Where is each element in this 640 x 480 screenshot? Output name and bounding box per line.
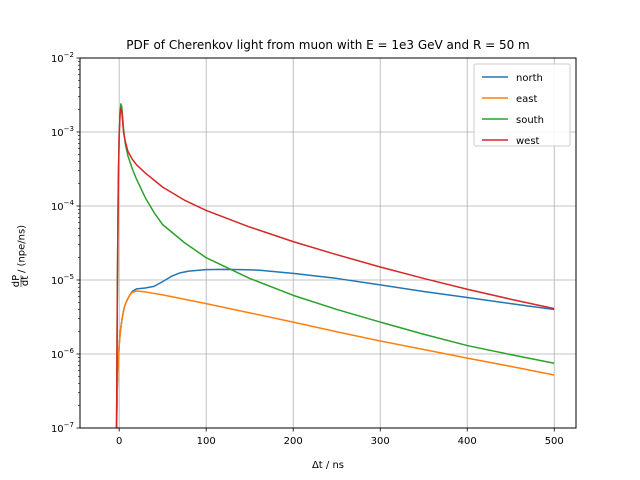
y-tick-label: 10−3 — [51, 125, 74, 139]
x-tick-label: 400 — [458, 436, 477, 447]
plot-frame — [79, 57, 577, 429]
legend: north east south west — [473, 63, 571, 147]
series-line-east — [115, 290, 555, 428]
y-tick-label: 10−6 — [51, 347, 75, 361]
y-label-numerator: dP — [11, 275, 22, 287]
tick-layer: 0 100 200 300 400 500 10−7 10−6 10−5 10−4 10−3 10−2 — [51, 51, 564, 447]
y-tick-label: 10−2 — [51, 51, 74, 65]
y-label-denominator: dt — [20, 276, 31, 286]
series-layer — [115, 103, 555, 428]
x-axis-label: Δt / ns — [312, 460, 344, 471]
x-tick-label: 300 — [371, 436, 390, 447]
x-tick-label: 0 — [116, 436, 122, 447]
legend-label-west: west — [516, 136, 540, 147]
y-tick-label: 10−7 — [51, 421, 74, 435]
x-tick-label: 200 — [284, 436, 303, 447]
chart-title: PDF of Cherenkov light from muon with E … — [126, 38, 529, 52]
x-tick-label: 100 — [197, 436, 216, 447]
legend-label-north: north — [516, 73, 543, 84]
series-line-west — [115, 107, 555, 428]
y-tick-label: 10−5 — [51, 273, 74, 287]
legend-box — [473, 63, 571, 147]
y-label-unit: / (npe/ns) — [17, 225, 28, 273]
y-tick-label: 10−4 — [51, 199, 75, 213]
x-tick-label: 500 — [545, 436, 564, 447]
legend-label-south: south — [516, 115, 544, 126]
legend-label-east: east — [516, 94, 537, 105]
